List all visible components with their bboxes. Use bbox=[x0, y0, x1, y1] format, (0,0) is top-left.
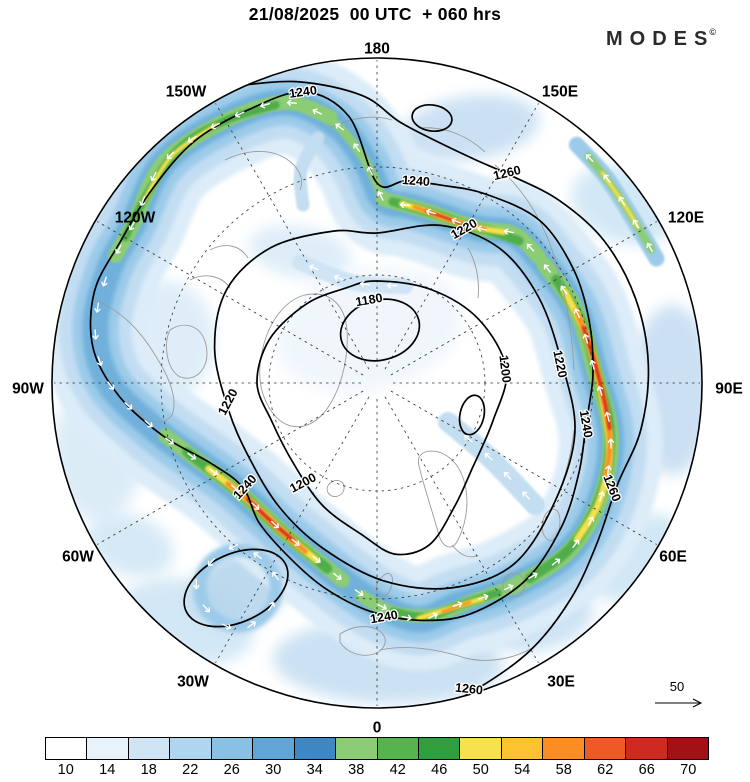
colorbar-cell bbox=[87, 738, 129, 759]
colorbar-tick-label: 70 bbox=[680, 762, 697, 778]
colorbar-tick-label: 66 bbox=[638, 762, 655, 778]
graticule bbox=[54, 60, 700, 706]
colorbar-cell bbox=[418, 738, 461, 759]
colorbar-cell bbox=[667, 738, 708, 759]
colorbar-cell bbox=[543, 738, 585, 759]
colorbar-tick-label: 34 bbox=[306, 762, 323, 778]
colorbar-cell bbox=[626, 738, 668, 759]
lon-label-120W: 120W bbox=[115, 210, 156, 227]
contour-label: 1200 bbox=[496, 354, 513, 383]
colorbar-tick-label: 54 bbox=[514, 762, 531, 778]
colorbar-cell bbox=[128, 738, 171, 759]
colorbar-cell bbox=[46, 738, 88, 759]
colorbar-tick-label: 22 bbox=[182, 762, 199, 778]
colorbar-cell bbox=[584, 738, 627, 759]
lon-label-30E: 30E bbox=[547, 674, 575, 691]
colorbar-tick-label: 10 bbox=[57, 762, 74, 778]
chart-title: 21/08/2025 00 UTC + 060 hrs bbox=[248, 4, 502, 24]
contour-lines bbox=[89, 80, 650, 708]
colorbar-cell bbox=[294, 738, 337, 759]
wind-speed-colorbar bbox=[45, 737, 709, 760]
colorbar-tick-label: 62 bbox=[597, 762, 614, 778]
colorbar-tick-label: 46 bbox=[431, 762, 448, 778]
colorbar-cell bbox=[211, 738, 254, 759]
lon-label-0: 0 bbox=[373, 720, 382, 736]
colorbar-cell bbox=[170, 738, 212, 759]
colorbar-tick-label: 26 bbox=[223, 762, 240, 778]
lon-label-60W: 60W bbox=[62, 549, 94, 566]
colorbar-cell bbox=[336, 738, 378, 759]
wind-arrows bbox=[92, 99, 653, 630]
lon-label-150W: 150W bbox=[166, 84, 207, 101]
lon-label-180: 180 bbox=[364, 41, 390, 58]
contour-label: 1240 bbox=[402, 173, 431, 189]
lon-label-90W: 90W bbox=[12, 381, 44, 398]
contour-label: 1240 bbox=[369, 608, 399, 627]
colorbar-cell bbox=[377, 738, 419, 759]
coastlines bbox=[94, 116, 575, 661]
map-boundary bbox=[51, 57, 703, 709]
contour-label: 1180 bbox=[354, 291, 383, 310]
contour-label: 1240 bbox=[577, 409, 596, 439]
colorbar-cell bbox=[501, 738, 544, 759]
hemisphere-map: 180 150E 120E 90E 60E 30E 0 30W 60W 90W 120W 150W 12… bbox=[12, 41, 743, 736]
modes-logo-text: MODES bbox=[606, 28, 715, 50]
colorbar-cell bbox=[253, 738, 295, 759]
wind-reference-arrow: 50 bbox=[655, 679, 703, 708]
modes-logo: MODES© bbox=[606, 27, 716, 51]
lon-label-60E: 60E bbox=[659, 549, 687, 566]
colorbar-tick-label: 18 bbox=[140, 762, 157, 778]
lon-label-90E: 90E bbox=[715, 381, 743, 398]
colorbar-tick-label: 50 bbox=[472, 762, 489, 778]
wind-reference-label: 50 bbox=[670, 679, 684, 694]
lon-label-30W: 30W bbox=[177, 674, 209, 691]
colorbar-tick-labels: 10 14 18 22 26 30 34 38 42 46 50 54 58 62 66 70 bbox=[45, 762, 709, 780]
colorbar-tick-label: 30 bbox=[265, 762, 282, 778]
contour-label: 1240 bbox=[288, 83, 318, 101]
lon-label-120E: 120E bbox=[668, 210, 704, 227]
lon-label-150E: 150E bbox=[542, 84, 578, 101]
copyright-mark: © bbox=[709, 27, 716, 37]
colorbar-cell bbox=[460, 738, 502, 759]
colorbar-tick-label: 42 bbox=[389, 762, 406, 778]
colorbar-tick-label: 14 bbox=[99, 762, 116, 778]
colorbar-tick-label: 58 bbox=[555, 762, 572, 778]
contour-label: 1260 bbox=[454, 681, 483, 698]
colorbar-tick-label: 38 bbox=[348, 762, 365, 778]
